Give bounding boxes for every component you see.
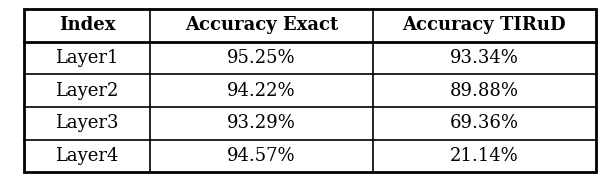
Text: 95.25%: 95.25%	[227, 49, 296, 67]
Text: Accuracy TIRuD: Accuracy TIRuD	[402, 16, 566, 34]
Text: Accuracy Exact: Accuracy Exact	[185, 16, 338, 34]
Text: Index: Index	[59, 16, 116, 34]
Text: Layer4: Layer4	[55, 147, 119, 165]
Text: 21.14%: 21.14%	[450, 147, 519, 165]
Text: 89.88%: 89.88%	[450, 82, 519, 100]
Text: 69.36%: 69.36%	[450, 114, 519, 132]
Text: Layer2: Layer2	[55, 82, 119, 100]
Text: Layer3: Layer3	[55, 114, 119, 132]
Text: 94.22%: 94.22%	[227, 82, 296, 100]
Text: 94.57%: 94.57%	[227, 147, 296, 165]
Text: 93.29%: 93.29%	[227, 114, 296, 132]
Text: Layer1: Layer1	[55, 49, 119, 67]
Text: 93.34%: 93.34%	[450, 49, 519, 67]
